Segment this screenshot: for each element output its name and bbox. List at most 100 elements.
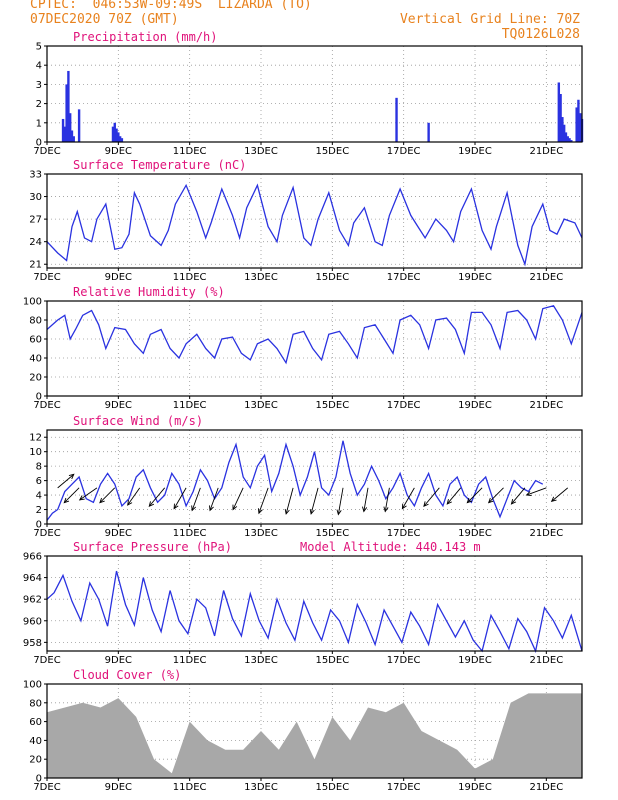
precip-bar: [562, 124, 566, 142]
press-panel: 958 960 962 964 966 7DEC 9DEC 11DEC 13DEC 15DEC 17…: [23, 540, 583, 666]
rh-ytick-label: 40: [29, 354, 42, 365]
precip-bar: [557, 82, 561, 142]
wind-arrow: [525, 487, 547, 496]
wind-arrow: [209, 487, 219, 512]
precip-bar: [77, 109, 81, 142]
rh-panel: 0 20 40 60 80 100 7DEC 9DEC 11DEC 13DEC 15DEC 17DEC…: [23, 285, 583, 411]
precip-bar: [570, 140, 573, 142]
press-line: [46, 570, 583, 654]
wind-arrow: [383, 487, 390, 513]
precip-xtick-label: 21DEC: [529, 146, 563, 157]
precip-bar: [68, 113, 72, 142]
press-xtick-label: 11DEC: [173, 655, 207, 666]
cloud-ytick-label: 60: [29, 717, 42, 728]
wind-xtick-label: 9DEC: [105, 528, 132, 539]
rh-ytick-label: 60: [29, 335, 42, 346]
cloud-title: Cloud Cover (%): [73, 668, 181, 682]
cloud-ytick-label: 0: [36, 774, 42, 785]
precip-xtick-label: 9DEC: [105, 146, 132, 157]
rh-xtick-label: 9DEC: [105, 400, 132, 411]
precip-bar: [395, 97, 398, 142]
precip-bar: [65, 84, 68, 142]
precip-ytick-label: 4: [36, 61, 42, 72]
press-ytick-label: 964: [23, 573, 42, 584]
wind-xtick-label: 13DEC: [244, 528, 278, 539]
wind-arrow: [257, 487, 269, 515]
wind-panel: 0 2 4 6 8 10 12 7DEC 9DEC 11DEC 13DEC 15DEC 17DEC 19D…: [29, 414, 583, 539]
wind-arrow: [336, 487, 344, 516]
precip-bar: [575, 107, 578, 142]
wind-arrow: [99, 487, 116, 504]
rh-title: Relative Humidity (%): [73, 285, 225, 299]
wind-arrow: [284, 487, 294, 515]
precip-xtick-label: 19DEC: [458, 146, 492, 157]
wind-arrow: [191, 487, 201, 512]
temp-ytick-label: 30: [29, 192, 42, 203]
wind-xtick-label: 21DEC: [529, 528, 563, 539]
wind-arrow: [63, 487, 80, 504]
precip-xtick-label: 15DEC: [315, 146, 349, 157]
temp-ytick-label: 27: [29, 215, 42, 226]
wind-frame: [46, 429, 583, 525]
temp-xtick-label: 15DEC: [315, 272, 349, 283]
wind-arrow: [173, 487, 187, 510]
temp-xtick-label: 9DEC: [105, 272, 132, 283]
press-xtick-label: 17DEC: [387, 655, 421, 666]
precip-bar: [111, 126, 115, 142]
wind-ytick-label: 6: [36, 476, 42, 487]
precip-bar: [579, 113, 582, 142]
wind-arrow: [466, 487, 483, 504]
temp-xtick-label: 11DEC: [173, 272, 207, 283]
wind-xtick-label: 11DEC: [173, 528, 207, 539]
wind-ytick-label: 2: [36, 505, 42, 516]
cloud-xtick-label: 21DEC: [529, 782, 563, 793]
rh-ytick-label: 0: [36, 392, 42, 403]
precip-ytick-label: 5: [36, 42, 42, 53]
wind-arrow: [127, 487, 141, 506]
press-xtick-label: 9DEC: [105, 655, 132, 666]
wind-arrow: [510, 487, 526, 505]
wind-ytick-label: 4: [36, 491, 42, 502]
temp-title: Surface Temperature (nC): [73, 158, 246, 172]
precip-bar: [566, 136, 569, 142]
precip-bar: [115, 128, 118, 142]
wind-ytick-label: 8: [36, 462, 42, 473]
rh-xtick-label: 19DEC: [458, 400, 492, 411]
press-ytick-label: 960: [23, 616, 42, 627]
wind-arrow: [148, 487, 166, 508]
cloud-ytick-label: 100: [23, 680, 42, 691]
wind-arrow: [446, 487, 462, 505]
wind-ytick-label: 10: [29, 447, 42, 458]
cloud-cover-area: [47, 693, 582, 778]
wind-xtick-label: 15DEC: [315, 528, 349, 539]
press-xtick-label: 19DEC: [458, 655, 492, 666]
header-model: TQ0126L028: [501, 27, 580, 42]
precip-bar: [427, 122, 430, 142]
precip-bar: [117, 132, 120, 142]
rh-xtick-label: 17DEC: [387, 400, 421, 411]
rh-xtick-label: 13DEC: [244, 400, 278, 411]
temp-panel: 21 24 27 30 33 7DEC 9DEC 11DEC 13DEC 15DEC 17DEC 19…: [29, 158, 583, 283]
cloud-xtick-label: 17DEC: [387, 782, 421, 793]
wind-arrow: [362, 487, 369, 513]
precip-bar: [120, 138, 124, 142]
cloud-xtick-label: 9DEC: [105, 782, 132, 793]
press-frame: [46, 555, 583, 652]
rh-line: [46, 305, 583, 365]
precip-ytick-label: 0: [36, 138, 42, 149]
wind-arrow: [401, 487, 415, 510]
temp-frame: [46, 173, 583, 269]
temp-ytick-label: 33: [29, 170, 42, 181]
rh-ytick-label: 20: [29, 373, 42, 384]
precip-bar: [63, 126, 67, 142]
precip-bar: [559, 94, 562, 142]
wind-arrow: [423, 487, 440, 508]
precip-title: Precipitation (mm/h): [73, 30, 218, 44]
temp-ytick-label: 21: [29, 260, 42, 271]
cloud-xtick-label: 15DEC: [315, 782, 349, 793]
cloud-panel: 0 20 40 60 80 100 7DEC 9DEC 11DEC 13DEC 15DEC 17DEC…: [23, 668, 583, 793]
press-xtick-label: 13DEC: [244, 655, 278, 666]
precip-bar: [118, 136, 122, 142]
precip-bar: [568, 138, 571, 142]
